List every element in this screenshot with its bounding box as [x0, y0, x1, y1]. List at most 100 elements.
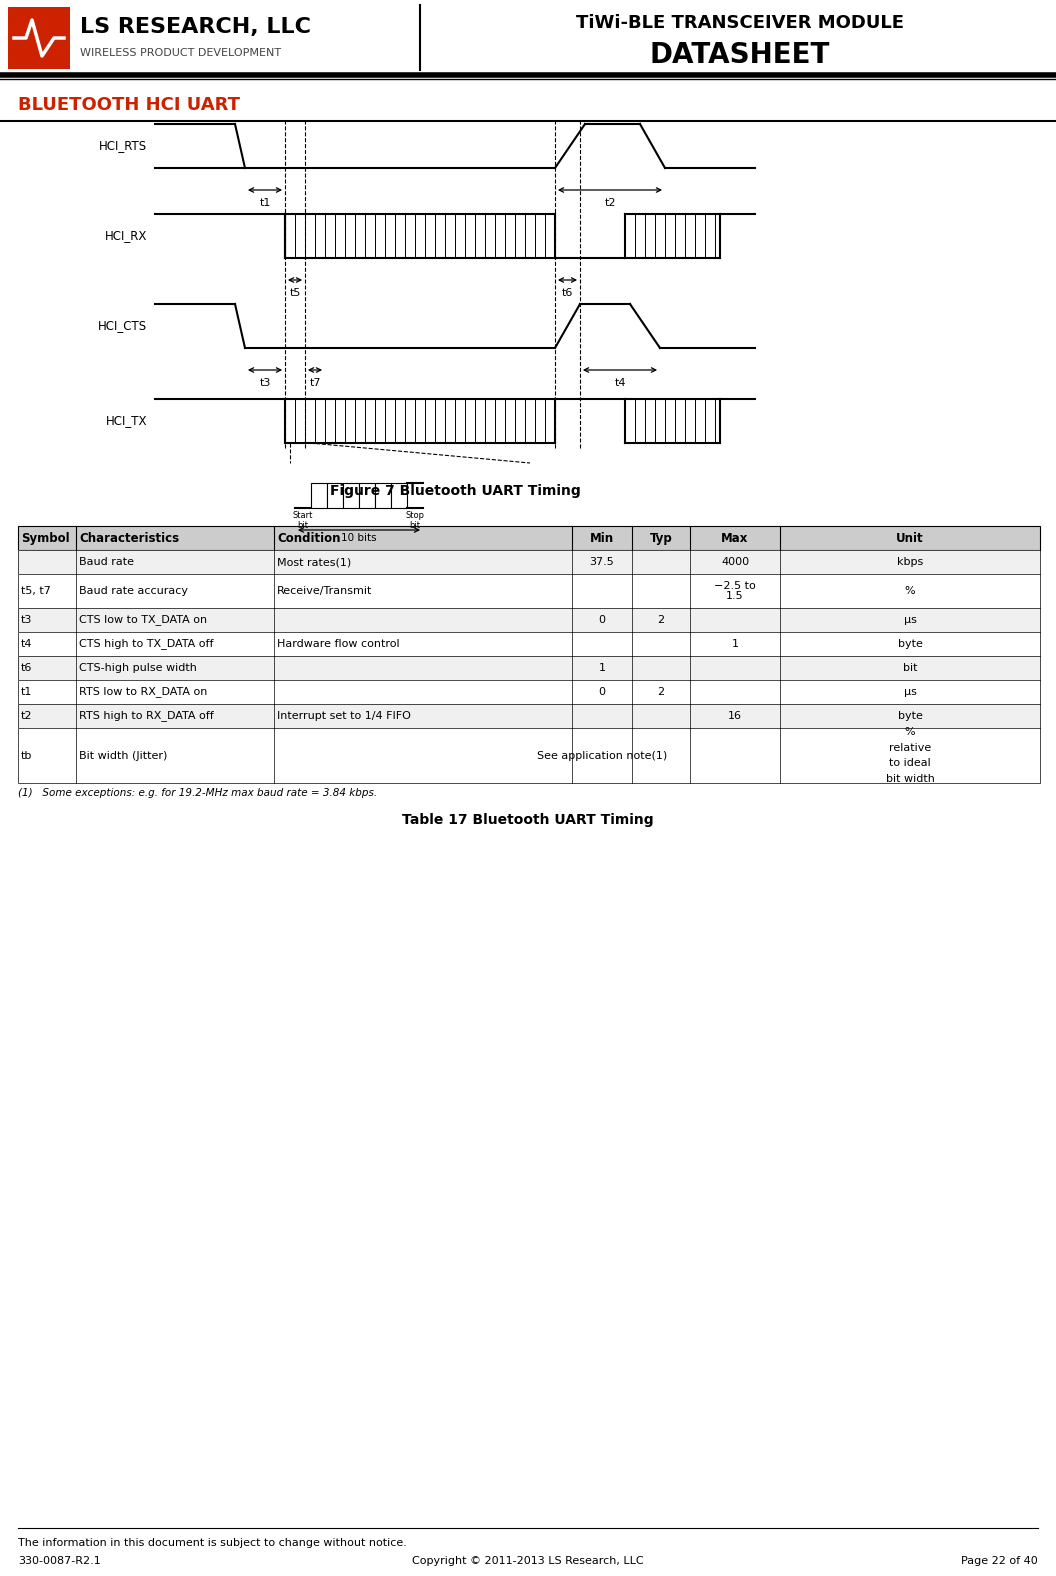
Bar: [18, 608, 1040, 632]
Text: 0: 0: [599, 615, 605, 626]
Bar: [18, 550, 1040, 574]
Text: μs: μs: [904, 615, 917, 626]
Bar: [18, 679, 1040, 704]
Text: LS RESEARCH, LLC: LS RESEARCH, LLC: [80, 17, 312, 36]
Text: t5, t7: t5, t7: [21, 586, 51, 596]
Text: byte: byte: [898, 638, 923, 649]
Text: HCI_TX: HCI_TX: [106, 414, 147, 427]
Bar: [18, 679, 1040, 704]
Text: t2: t2: [21, 711, 33, 720]
Text: %: %: [905, 586, 916, 596]
Text: BLUETOOTH HCI UART: BLUETOOTH HCI UART: [18, 96, 240, 113]
Text: 10 bits: 10 bits: [341, 533, 377, 544]
Text: DATASHEET: DATASHEET: [649, 41, 830, 69]
Text: Min: Min: [590, 531, 614, 544]
Text: 16: 16: [728, 711, 742, 720]
Text: 0: 0: [599, 687, 605, 697]
Text: Copyright © 2011-2013 LS Research, LLC: Copyright © 2011-2013 LS Research, LLC: [412, 1556, 644, 1567]
Text: Table 17 Bluetooth UART Timing: Table 17 Bluetooth UART Timing: [402, 813, 654, 827]
Text: Interrupt set to 1/4 FIFO: Interrupt set to 1/4 FIFO: [277, 711, 411, 720]
Bar: [0, 0, 1056, 76]
Text: 37.5: 37.5: [589, 556, 615, 567]
Bar: [18, 632, 1040, 656]
Text: RTS low to RX_DATA on: RTS low to RX_DATA on: [79, 687, 207, 698]
Text: to ideal: to ideal: [889, 758, 931, 768]
Bar: [18, 656, 1040, 679]
Text: %: %: [905, 728, 916, 738]
Bar: [18, 704, 1040, 728]
Text: t7: t7: [309, 378, 321, 388]
Text: bit width: bit width: [886, 774, 935, 783]
Text: t2: t2: [604, 199, 616, 208]
Bar: [18, 632, 1040, 656]
Text: t3: t3: [21, 615, 33, 626]
Text: Unit: Unit: [897, 531, 924, 544]
Text: 2: 2: [658, 687, 664, 697]
Text: RTS high to RX_DATA off: RTS high to RX_DATA off: [79, 711, 213, 722]
Text: Symbol: Symbol: [21, 531, 70, 544]
Text: byte: byte: [898, 711, 923, 720]
Text: Page 22 of 40: Page 22 of 40: [961, 1556, 1038, 1567]
Text: Characteristics: Characteristics: [79, 531, 180, 544]
Text: CTS-high pulse width: CTS-high pulse width: [79, 663, 196, 673]
Text: Hardware flow control: Hardware flow control: [277, 638, 399, 649]
Text: 1: 1: [732, 638, 738, 649]
Text: HCI_CTS: HCI_CTS: [98, 320, 147, 333]
Text: bit: bit: [903, 663, 918, 673]
Text: t1: t1: [21, 687, 33, 697]
Text: Condition: Condition: [277, 531, 340, 544]
Bar: [18, 526, 1040, 550]
Text: t4: t4: [615, 378, 626, 388]
Text: kbps: kbps: [897, 556, 923, 567]
Text: CTS low to TX_DATA on: CTS low to TX_DATA on: [79, 615, 207, 626]
Text: Figure 7 Bluetooth UART Timing: Figure 7 Bluetooth UART Timing: [329, 484, 581, 498]
Text: 1.5: 1.5: [727, 591, 743, 600]
Text: 1: 1: [599, 663, 605, 673]
Text: Baud rate accuracy: Baud rate accuracy: [79, 586, 188, 596]
Text: Most rates(1): Most rates(1): [277, 556, 352, 567]
Bar: [18, 728, 1040, 783]
Bar: [359, 482, 375, 507]
Bar: [375, 482, 391, 507]
Text: Start
bit: Start bit: [293, 511, 314, 531]
Bar: [312, 482, 327, 507]
Bar: [18, 574, 1040, 608]
Bar: [327, 482, 343, 507]
Text: Bit width (Jitter): Bit width (Jitter): [79, 750, 167, 761]
Text: WIRELESS PRODUCT DEVELOPMENT: WIRELESS PRODUCT DEVELOPMENT: [80, 47, 281, 58]
Text: relative: relative: [889, 742, 931, 753]
Bar: [18, 550, 1040, 574]
Text: 2: 2: [658, 615, 664, 626]
Bar: [343, 482, 359, 507]
Text: HCI_RTS: HCI_RTS: [99, 140, 147, 153]
Text: (1)   Some exceptions: e.g. for 19.2-MHz max baud rate = 3.84 kbps.: (1) Some exceptions: e.g. for 19.2-MHz m…: [18, 788, 377, 797]
Text: 330-0087-R2.1: 330-0087-R2.1: [18, 1556, 100, 1567]
Bar: [18, 574, 1040, 608]
Bar: [391, 482, 407, 507]
Text: See application note(1): See application note(1): [536, 750, 667, 761]
Text: CTS high to TX_DATA off: CTS high to TX_DATA off: [79, 638, 213, 649]
Text: 4000: 4000: [721, 556, 749, 567]
Text: t4: t4: [21, 638, 33, 649]
Text: TiWi-BLE TRANSCEIVER MODULE: TiWi-BLE TRANSCEIVER MODULE: [576, 14, 904, 32]
Bar: [18, 728, 1040, 783]
Bar: [18, 704, 1040, 728]
Text: −2.5 to: −2.5 to: [714, 582, 756, 591]
Text: t3: t3: [260, 378, 270, 388]
Text: Stop
bit: Stop bit: [406, 511, 425, 531]
Text: Typ: Typ: [649, 531, 673, 544]
Text: t5: t5: [289, 288, 301, 298]
Bar: [8, 6, 70, 69]
Text: t6: t6: [562, 288, 573, 298]
Text: t6: t6: [21, 663, 33, 673]
Text: μs: μs: [904, 687, 917, 697]
Text: The information in this document is subject to change without notice.: The information in this document is subj…: [18, 1538, 407, 1548]
Bar: [18, 526, 1040, 550]
Text: Baud rate: Baud rate: [79, 556, 134, 567]
Text: Receive/Transmit: Receive/Transmit: [277, 586, 373, 596]
Text: t1: t1: [260, 199, 270, 208]
Text: tb: tb: [21, 750, 33, 761]
Text: HCI_RX: HCI_RX: [105, 230, 147, 243]
Text: Max: Max: [721, 531, 749, 544]
Bar: [18, 656, 1040, 679]
